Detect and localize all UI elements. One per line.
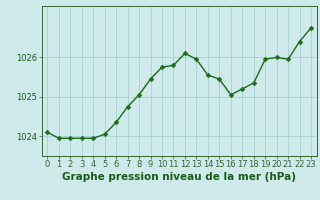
- X-axis label: Graphe pression niveau de la mer (hPa): Graphe pression niveau de la mer (hPa): [62, 172, 296, 182]
